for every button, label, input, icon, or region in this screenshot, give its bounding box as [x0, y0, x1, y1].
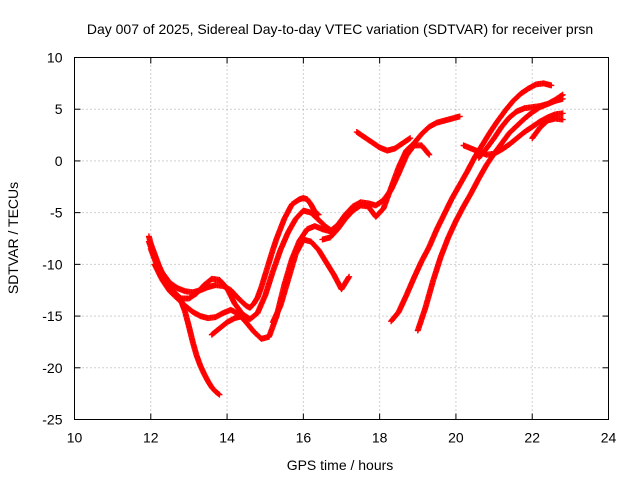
- data-point: [239, 313, 246, 320]
- data-series: [151, 142, 433, 342]
- x-axis-title: GPS time / hours: [287, 457, 394, 473]
- data-point: [559, 116, 566, 123]
- data-point: [216, 391, 223, 398]
- x-tick-label: 18: [372, 430, 388, 446]
- data-series: [269, 236, 353, 326]
- data-series: [529, 115, 566, 142]
- data-point: [425, 150, 432, 157]
- x-tick-label: 12: [143, 430, 159, 446]
- axis-ticks: [74, 57, 609, 420]
- data-point: [215, 390, 222, 397]
- y-axis-title: SDTVAR / TECUs: [5, 182, 21, 294]
- data-point: [346, 273, 353, 280]
- y-tick-label: 0: [55, 153, 63, 169]
- x-tick-label: 20: [448, 430, 464, 446]
- data-series: [475, 91, 566, 161]
- y-tick-labels: -25 -20 -15 -10 -5 0 5 10: [42, 50, 62, 428]
- y-tick-label: -15: [42, 308, 62, 324]
- x-tick-label: 24: [601, 430, 617, 446]
- data-series: [319, 113, 463, 243]
- data-points: [145, 80, 566, 398]
- y-tick-label: -5: [50, 205, 63, 221]
- data-point: [456, 113, 463, 120]
- y-tick-label: -20: [42, 360, 62, 376]
- y-tick-label: -25: [42, 412, 62, 428]
- data-point: [426, 151, 433, 158]
- data-point: [559, 91, 566, 98]
- data-series: [208, 313, 246, 338]
- data-point: [548, 82, 555, 89]
- data-series: [147, 207, 337, 323]
- y-tick-label: -10: [42, 256, 62, 272]
- x-tick-label: 22: [524, 430, 540, 446]
- y-tick-label: 10: [47, 50, 63, 66]
- chart-title: Day 007 of 2025, Sidereal Day-to-day VTE…: [87, 21, 593, 37]
- grid-lines: [74, 57, 609, 420]
- x-tick-labels: 10 12 14 16 18 20 22 24: [67, 430, 617, 446]
- x-tick-label: 16: [296, 430, 312, 446]
- plot-frame: [74, 57, 609, 420]
- data-series: [353, 128, 414, 154]
- data-point: [407, 135, 414, 142]
- y-tick-label: 5: [55, 101, 63, 117]
- x-tick-label: 10: [67, 430, 83, 446]
- data-point: [559, 110, 566, 117]
- x-tick-label: 14: [219, 430, 235, 446]
